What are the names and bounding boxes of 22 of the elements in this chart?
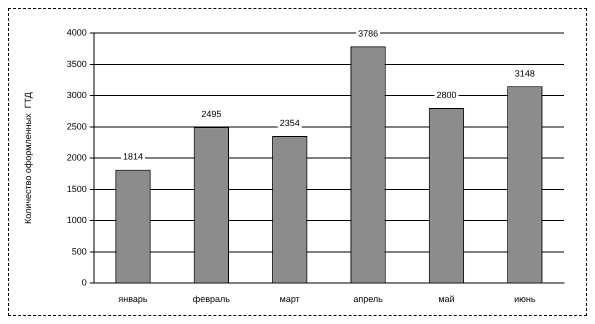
x-tick-label: июнь [514,294,536,304]
x-tick-label: январь [118,294,148,304]
data-label: 3148 [514,68,535,78]
y-tick-label: 3500 [66,58,87,69]
data-label: 2354 [280,118,300,128]
x-tick-label: май [438,294,455,304]
data-label: 2800 [436,90,456,100]
y-tick-label: 1500 [66,184,87,194]
y-tick-label: 0 [82,278,87,288]
x-tick-label: апрель [353,294,384,304]
y-axis-title: Количество оформленных ГТД [22,92,33,224]
data-label: 1814 [122,152,144,162]
data-label: 2495 [201,109,222,120]
y-tick-label: 1000 [66,215,87,226]
y-tick-label: 4000 [66,27,87,38]
y-tick-label: 2500 [66,121,87,132]
x-tick-label: март [280,294,300,304]
y-tick-label: 3000 [66,90,87,100]
x-tick-label: февраль [192,294,230,304]
y-tick-label: 500 [72,246,87,256]
data-label: 3786 [358,28,378,38]
y-tick-label: 2000 [66,152,87,163]
